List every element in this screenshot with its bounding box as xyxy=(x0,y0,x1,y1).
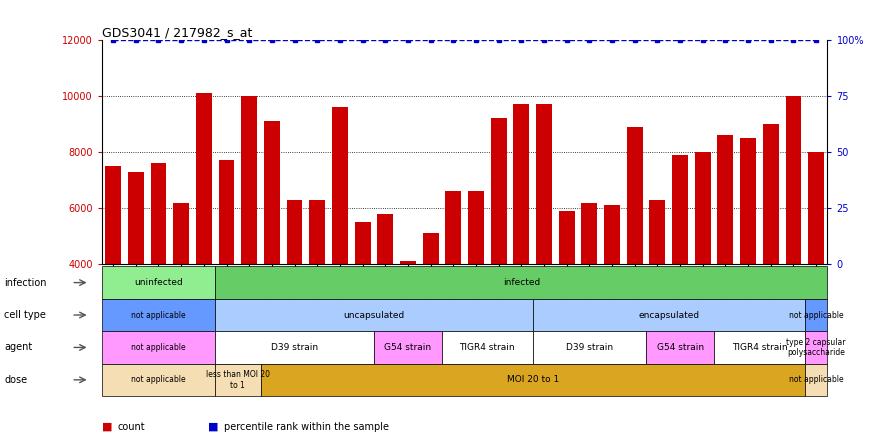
Bar xyxy=(102,364,215,396)
Bar xyxy=(513,104,529,376)
Bar xyxy=(650,200,666,376)
Bar xyxy=(355,222,371,376)
Bar xyxy=(264,121,280,376)
Text: G54 strain: G54 strain xyxy=(657,343,704,352)
Bar xyxy=(102,299,215,331)
Text: infection: infection xyxy=(4,278,47,288)
Text: infected: infected xyxy=(503,278,540,287)
Text: count: count xyxy=(118,422,145,432)
Bar xyxy=(695,152,711,376)
Bar xyxy=(672,155,688,376)
Text: encapsulated: encapsulated xyxy=(638,310,699,320)
Text: G54 strain: G54 strain xyxy=(384,343,432,352)
Text: dose: dose xyxy=(4,375,27,385)
Text: ■: ■ xyxy=(208,422,219,432)
Bar xyxy=(242,96,258,376)
Bar xyxy=(215,331,374,364)
Bar xyxy=(105,166,121,376)
Text: agent: agent xyxy=(4,342,33,353)
Bar xyxy=(786,96,802,376)
Bar xyxy=(400,262,416,376)
Bar xyxy=(287,200,303,376)
Bar xyxy=(196,93,212,376)
Text: type 2 capsular
polysaccharide: type 2 capsular polysaccharide xyxy=(787,338,846,357)
Text: percentile rank within the sample: percentile rank within the sample xyxy=(224,422,389,432)
Bar xyxy=(442,331,533,364)
Text: cell type: cell type xyxy=(4,310,46,320)
Bar xyxy=(808,152,824,376)
Text: ■: ■ xyxy=(102,422,112,432)
Bar xyxy=(804,331,827,364)
Bar xyxy=(714,331,804,364)
Text: TIGR4 strain: TIGR4 strain xyxy=(732,343,788,352)
Text: not applicable: not applicable xyxy=(789,375,843,385)
Bar xyxy=(646,331,714,364)
Bar xyxy=(260,364,804,396)
Bar xyxy=(173,202,189,376)
Bar xyxy=(309,200,325,376)
Bar xyxy=(445,191,461,376)
Bar xyxy=(490,119,506,376)
Bar xyxy=(374,331,442,364)
Text: uncapsulated: uncapsulated xyxy=(343,310,404,320)
Bar xyxy=(604,205,620,376)
Text: not applicable: not applicable xyxy=(789,310,843,320)
Text: not applicable: not applicable xyxy=(131,375,186,385)
Text: not applicable: not applicable xyxy=(131,343,186,352)
Bar xyxy=(219,160,235,376)
Bar xyxy=(740,138,756,376)
Bar xyxy=(468,191,484,376)
Bar xyxy=(102,331,215,364)
Text: D39 strain: D39 strain xyxy=(271,343,318,352)
Text: GDS3041 / 217982_s_at: GDS3041 / 217982_s_at xyxy=(102,26,252,39)
Text: TIGR4 strain: TIGR4 strain xyxy=(459,343,515,352)
Bar xyxy=(127,172,143,376)
Bar xyxy=(215,299,533,331)
Bar xyxy=(718,135,734,376)
Bar xyxy=(627,127,643,376)
Bar xyxy=(558,211,574,376)
Bar xyxy=(804,299,827,331)
Bar xyxy=(102,266,215,299)
Bar xyxy=(536,104,552,376)
Bar xyxy=(332,107,348,376)
Text: not applicable: not applicable xyxy=(131,310,186,320)
Bar xyxy=(215,364,260,396)
Bar xyxy=(215,266,827,299)
Bar xyxy=(533,299,804,331)
Bar xyxy=(533,331,646,364)
Bar xyxy=(581,202,597,376)
Bar xyxy=(150,163,166,376)
Bar xyxy=(377,214,393,376)
Bar xyxy=(763,124,779,376)
Bar xyxy=(804,364,827,396)
Text: D39 strain: D39 strain xyxy=(566,343,613,352)
Bar xyxy=(423,234,439,376)
Text: MOI 20 to 1: MOI 20 to 1 xyxy=(506,375,558,385)
Text: less than MOI 20
to 1: less than MOI 20 to 1 xyxy=(206,370,270,389)
Text: uninfected: uninfected xyxy=(135,278,183,287)
